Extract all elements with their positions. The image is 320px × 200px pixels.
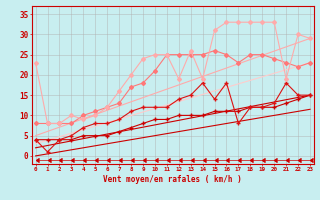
X-axis label: Vent moyen/en rafales ( km/h ): Vent moyen/en rafales ( km/h ) xyxy=(103,175,242,184)
